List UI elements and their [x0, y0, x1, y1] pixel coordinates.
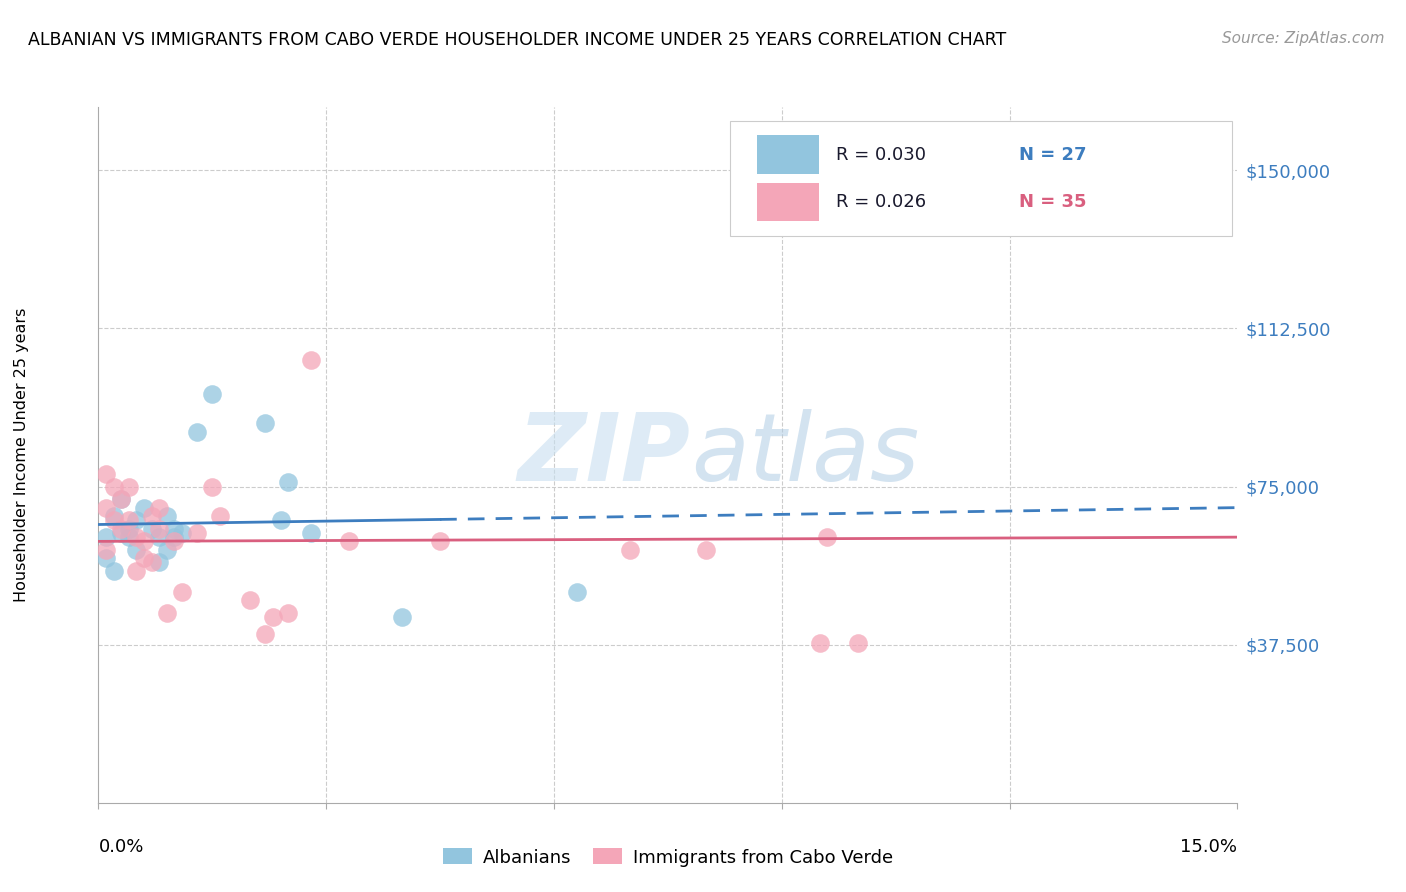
Point — [125, 542, 148, 557]
Point — [94, 542, 117, 557]
Point — [141, 556, 163, 570]
Text: R = 0.026: R = 0.026 — [837, 193, 927, 211]
Point — [201, 386, 224, 401]
Point — [132, 551, 155, 566]
Point — [337, 534, 360, 549]
Point — [148, 556, 170, 570]
Point — [132, 500, 155, 515]
Point — [103, 479, 125, 493]
Text: N = 35: N = 35 — [1018, 193, 1085, 211]
Text: atlas: atlas — [690, 409, 920, 500]
Point — [94, 500, 117, 515]
Point — [103, 513, 125, 527]
Point — [201, 479, 224, 493]
Text: ZIP: ZIP — [517, 409, 690, 501]
Point — [132, 534, 155, 549]
Point — [156, 542, 179, 557]
Point — [118, 513, 141, 527]
Point — [141, 522, 163, 536]
Point — [94, 530, 117, 544]
Point — [103, 564, 125, 578]
FancyBboxPatch shape — [756, 136, 820, 174]
Point — [815, 530, 838, 544]
Point — [808, 635, 831, 649]
Point — [125, 530, 148, 544]
Point — [254, 627, 277, 641]
Point — [299, 353, 322, 368]
Text: Source: ZipAtlas.com: Source: ZipAtlas.com — [1222, 31, 1385, 46]
Point — [156, 509, 179, 524]
Point — [94, 551, 117, 566]
Point — [148, 500, 170, 515]
Point — [148, 522, 170, 536]
Point — [163, 534, 186, 549]
FancyBboxPatch shape — [731, 121, 1232, 235]
Point — [262, 610, 284, 624]
Text: Householder Income Under 25 years: Householder Income Under 25 years — [14, 308, 28, 602]
Point — [118, 530, 141, 544]
Point — [239, 593, 262, 607]
Point — [118, 479, 141, 493]
Point — [103, 509, 125, 524]
Text: N = 27: N = 27 — [1018, 145, 1085, 163]
Point — [110, 522, 132, 536]
Point — [186, 525, 208, 540]
Point — [277, 606, 299, 620]
Point — [125, 564, 148, 578]
Point — [156, 606, 179, 620]
Point — [429, 534, 451, 549]
Point — [148, 530, 170, 544]
Text: R = 0.030: R = 0.030 — [837, 145, 927, 163]
FancyBboxPatch shape — [756, 183, 820, 221]
Point — [110, 525, 132, 540]
Text: 0.0%: 0.0% — [98, 838, 143, 856]
Point — [695, 542, 717, 557]
Point — [186, 425, 208, 439]
Point — [619, 542, 641, 557]
Point — [846, 635, 869, 649]
Point — [163, 522, 186, 536]
Point — [110, 492, 132, 507]
Point — [208, 509, 231, 524]
Point — [125, 513, 148, 527]
Point — [565, 585, 588, 599]
Point — [277, 475, 299, 490]
Point — [110, 492, 132, 507]
Point — [94, 467, 117, 481]
Point — [170, 585, 193, 599]
Point — [299, 525, 322, 540]
Point — [118, 522, 141, 536]
Point — [391, 610, 413, 624]
Text: 15.0%: 15.0% — [1180, 838, 1237, 856]
Point — [270, 513, 292, 527]
Legend: Albanians, Immigrants from Cabo Verde: Albanians, Immigrants from Cabo Verde — [436, 841, 900, 874]
Text: ALBANIAN VS IMMIGRANTS FROM CABO VERDE HOUSEHOLDER INCOME UNDER 25 YEARS CORRELA: ALBANIAN VS IMMIGRANTS FROM CABO VERDE H… — [28, 31, 1007, 49]
Point — [141, 509, 163, 524]
Point — [163, 530, 186, 544]
Point — [170, 525, 193, 540]
Point — [254, 417, 277, 431]
